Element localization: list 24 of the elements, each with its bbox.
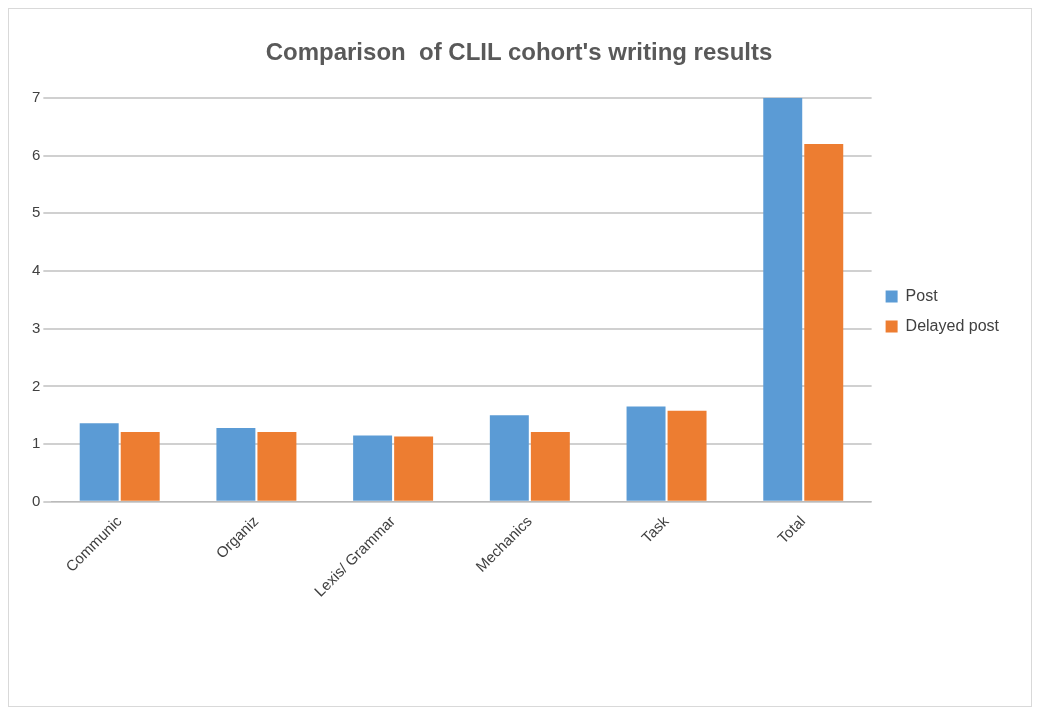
- bar: [489, 415, 529, 501]
- bar: [530, 431, 570, 501]
- bar: [79, 423, 119, 501]
- y-tick-label: 5: [32, 203, 41, 221]
- y-tick-label: 1: [32, 434, 41, 452]
- bar: [394, 436, 434, 501]
- bar: [626, 406, 666, 501]
- bar: [763, 97, 803, 501]
- y-tick-label: 2: [32, 376, 41, 394]
- bar: [667, 410, 707, 501]
- y-tick-label: 4: [32, 261, 41, 279]
- bar: [120, 431, 160, 501]
- x-tick-label: Task: [637, 511, 672, 547]
- legend-label: Post: [905, 286, 939, 304]
- legend-label: Delayed post: [905, 316, 1000, 334]
- y-tick-label: 0: [32, 491, 41, 509]
- y-tick-label: 7: [32, 87, 41, 105]
- bar: [216, 427, 256, 501]
- chart-title: Comparison of CLIL cohort's writing results: [265, 38, 773, 66]
- y-tick-label: 6: [32, 145, 41, 163]
- bar: [257, 431, 297, 501]
- bar: [804, 143, 844, 501]
- y-tick-label: 3: [32, 318, 41, 336]
- bar: [353, 435, 393, 501]
